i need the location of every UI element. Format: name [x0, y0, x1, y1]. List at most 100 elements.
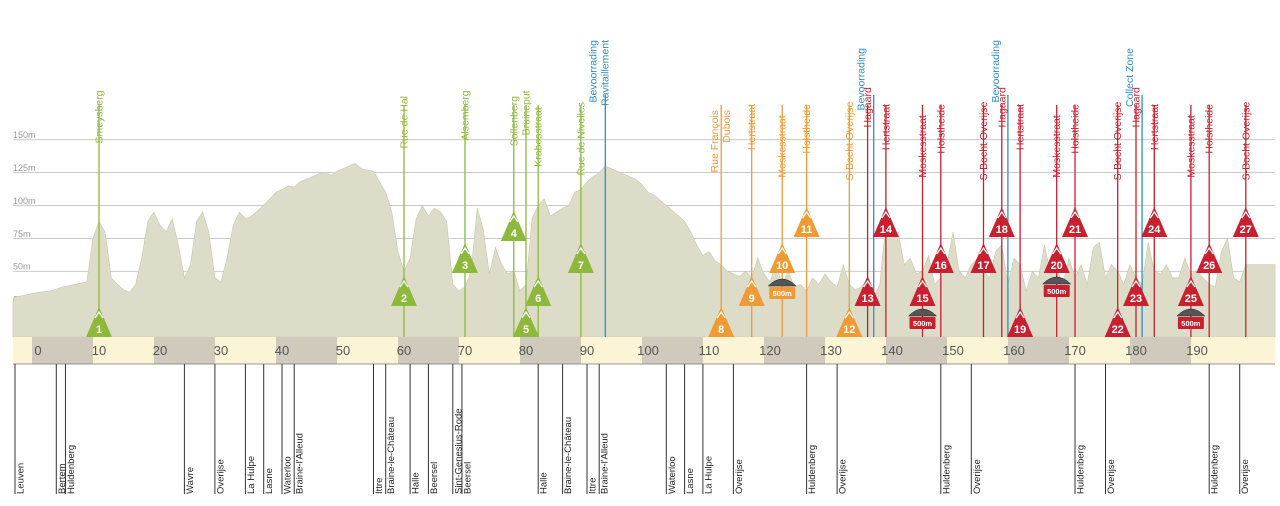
town-name: Braine-le-Château: [563, 417, 574, 494]
km-tick-10: 10: [92, 343, 106, 358]
axis-shade: [764, 337, 825, 364]
elevation-label: 75m: [13, 229, 31, 239]
town-name: Overijse: [972, 459, 983, 494]
feed-zone-label: Ravitaillement: [599, 40, 611, 106]
climb-number-24: 24: [1148, 224, 1161, 236]
mountain-icon: [777, 246, 787, 255]
climb-name-18: Hagaard: [996, 87, 1008, 127]
climb-marker-26: [1196, 243, 1223, 273]
climb-name-15: Moskesstraat: [917, 115, 929, 178]
mountain-icon: [978, 246, 989, 255]
elevation-profile: [12, 163, 1276, 338]
town-name: Waterloo: [283, 456, 294, 494]
climb-number-22: 22: [1112, 324, 1124, 336]
climb-marker-6: [525, 276, 552, 306]
elevation-label: 125m: [13, 163, 36, 173]
cobblestone-icon: [1042, 276, 1072, 285]
climb-name-12: S-Bocht Overijse: [844, 101, 856, 180]
town-name: Huldenberg: [1076, 445, 1087, 494]
climb-name-17: S-Bocht Overijse: [978, 101, 990, 180]
km-tick-140: 140: [881, 343, 903, 358]
climb-number-2: 2: [401, 293, 407, 305]
town-name: Halle: [539, 472, 550, 494]
cobble-sign: [1043, 285, 1070, 297]
mountain-icon: [1070, 210, 1080, 219]
climb-marker-21: [1062, 207, 1088, 237]
climb-marker-8: [708, 307, 735, 337]
mountain-icon: [802, 210, 812, 219]
axis-shade: [1008, 337, 1069, 364]
mountain-icon: [1052, 246, 1062, 255]
climb-number-17: 17: [977, 260, 989, 272]
elevation-label: 100m: [13, 196, 36, 206]
axis-shade: [520, 337, 581, 364]
climb-marker-7: [567, 243, 594, 273]
town-name: Beersel: [462, 462, 473, 494]
climb-number-3: 3: [462, 260, 468, 272]
town-name: Braine-l'Alleud: [600, 433, 611, 494]
town-name: Huldenberg: [1210, 445, 1221, 494]
cobble-length: 500m: [773, 289, 793, 298]
km-tick-70: 70: [458, 343, 472, 358]
climb-number-21: 21: [1069, 224, 1081, 236]
elevation-label: 50m: [13, 262, 31, 272]
feed-zone-label: Collect Zone: [1124, 48, 1136, 107]
km-tick-90: 90: [580, 343, 594, 358]
climb-number-7: 7: [578, 260, 584, 272]
climb-name-9: Hertstraat: [746, 104, 758, 150]
feed-zone-label: Bevoorrading: [587, 40, 599, 103]
axis-shade: [154, 337, 215, 364]
climb-marker-9: [738, 276, 765, 306]
climb-marker-19: [1007, 307, 1034, 337]
mountain-icon: [844, 310, 854, 319]
climb-number-10: 10: [776, 260, 788, 272]
climb-number-5: 5: [523, 324, 529, 336]
town-name: Braine-le-Château: [386, 417, 397, 494]
climb-marker-1: [86, 307, 112, 337]
climb-marker-12: [836, 307, 863, 337]
climb-number-9: 9: [749, 293, 755, 305]
km-tick-20: 20: [153, 343, 167, 358]
cobble-length: 500m: [1181, 319, 1201, 328]
climb-number-4: 4: [511, 228, 518, 240]
climb-name-21: Holstheide: [1070, 104, 1082, 154]
climb-marker-23: [1123, 276, 1149, 306]
km-tick-0: 0: [34, 343, 41, 358]
axis-shade: [642, 337, 703, 364]
town-name: Lasne: [685, 468, 696, 494]
climb-name-25: Moskesstraat: [1185, 115, 1197, 178]
km-tick-100: 100: [637, 343, 659, 358]
town-name: Sint-Genesius-Rode: [453, 408, 464, 494]
town-name: Waterloo: [667, 456, 678, 494]
climb-name-8: Dubois: [721, 110, 733, 143]
mountain-icon: [1015, 310, 1025, 319]
town-name: Wavre: [185, 467, 196, 494]
town-name: La Hulpe: [703, 456, 714, 494]
axis-shade: [32, 337, 93, 364]
feed-zone-label: Bevoorrading: [990, 40, 1002, 103]
town-name: Overijse: [734, 459, 745, 494]
climb-name-23: Hagaard: [1131, 87, 1143, 127]
km-tick-40: 40: [275, 343, 289, 358]
climb-marker-22: [1104, 307, 1131, 337]
town-name: Bertem: [57, 463, 68, 494]
climb-marker-14: [872, 207, 899, 237]
axis-shade: [886, 337, 947, 364]
cobblestone-icon: [767, 278, 797, 287]
town-name: Huldenberg: [807, 445, 818, 494]
climb-marker-15: [909, 276, 936, 306]
cobble-length: 500m: [913, 319, 933, 328]
km-tick-30: 30: [214, 343, 228, 358]
climb-marker-20: [1043, 243, 1070, 273]
climb-marker-25: [1177, 276, 1204, 306]
climb-marker-17: [970, 243, 997, 273]
cobble-sign: [909, 317, 936, 329]
cobblestone-icon: [1176, 308, 1206, 317]
mountain-icon: [94, 310, 104, 319]
mountain-icon: [509, 214, 519, 223]
climb-name-10: Moskesstraat: [777, 115, 789, 178]
km-tick-150: 150: [942, 343, 964, 358]
climb-name-3: Alsemberg: [460, 90, 472, 140]
